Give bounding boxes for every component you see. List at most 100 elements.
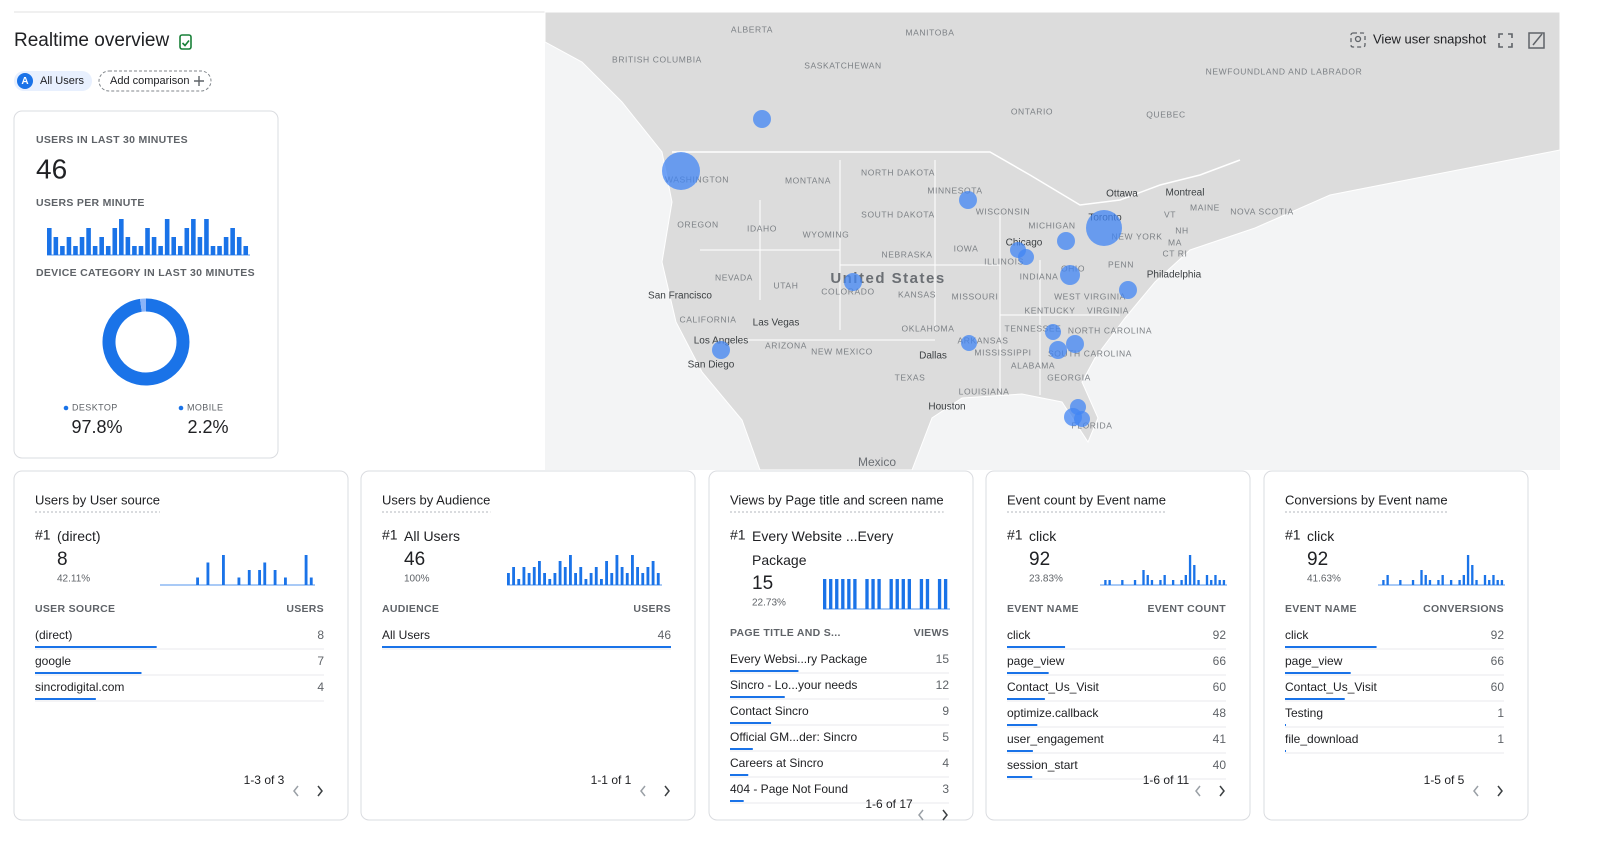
- add-comparison-chip[interactable]: [98, 70, 212, 92]
- sparkline-bar: [1133, 580, 1137, 585]
- map-label: MANITOBA: [905, 27, 954, 37]
- next-page[interactable]: [942, 809, 948, 821]
- row-name: sincrodigital.com: [35, 680, 124, 694]
- next-page[interactable]: [1219, 785, 1225, 797]
- row-name: click: [1007, 628, 1031, 642]
- sparkline-bar: [847, 579, 851, 609]
- map-label: ARKANSAS: [957, 335, 1008, 345]
- per-minute-bar: [230, 228, 235, 255]
- sparkline-bar: [641, 573, 645, 585]
- sparkline-bar: [1458, 580, 1461, 585]
- per-minute-bar: [243, 246, 249, 255]
- sparkline-bar: [517, 579, 521, 585]
- sparkline-bar: [600, 579, 603, 585]
- sparkline-bar: [1449, 580, 1453, 585]
- map-label: IDAHO: [747, 223, 777, 233]
- map-label: NEVADA: [715, 272, 753, 282]
- edit-icon-pen: [1532, 33, 1543, 46]
- top-name-box: (direct): [57, 528, 101, 544]
- view-user-snapshot[interactable]: View user snapshot: [1373, 31, 1487, 46]
- segment-name[interactable]: All Users: [40, 75, 85, 87]
- sparkline-bar: [651, 561, 655, 585]
- per-minute-bar: [86, 228, 91, 255]
- device-label: DEVICE CATEGORY IN LAST 30 MINUTES: [36, 267, 255, 279]
- top-name-box: Every Website ...Every Package: [752, 528, 893, 568]
- row-name: 404 - Page Not Found: [730, 782, 848, 796]
- row-value: 8: [317, 628, 324, 642]
- sparkline-bar: [1496, 580, 1499, 585]
- next-page[interactable]: [317, 785, 323, 797]
- map-label: KENTUCKY: [1024, 305, 1075, 315]
- add-comparison[interactable]: Add comparison: [110, 75, 190, 87]
- row-name: Careers at Sincro: [730, 756, 824, 770]
- previous-page[interactable]: [640, 785, 646, 797]
- sparkline-bar: [584, 579, 588, 585]
- sparkline-bar: [543, 573, 547, 585]
- sparkline-bar: [620, 567, 624, 585]
- row-name: page_view: [1285, 654, 1343, 668]
- map-label: UTAH: [774, 280, 799, 290]
- row-name: session_start: [1007, 758, 1078, 772]
- previous-page[interactable]: [918, 809, 924, 821]
- previous-page[interactable]: [293, 785, 299, 797]
- device-value: 97.8%: [71, 417, 122, 437]
- segment-avatar-letter: A: [21, 76, 28, 87]
- card-title: Users by Audience: [382, 492, 490, 507]
- top-rank: #1: [35, 527, 51, 543]
- row-name: user_engagement: [1007, 732, 1104, 746]
- sparkline-bar: [284, 577, 287, 585]
- sparkline-bar: [222, 555, 225, 585]
- map-bubble: [1057, 232, 1075, 250]
- next-page[interactable]: [664, 785, 670, 797]
- row-value: 46: [658, 628, 672, 642]
- sparkline-bar: [1466, 555, 1470, 585]
- map-label: NEW YORK: [1112, 231, 1163, 241]
- edit-icon[interactable]: [1528, 32, 1545, 49]
- per-minute-bar: [92, 246, 98, 255]
- top-name-box: All Users: [404, 528, 460, 544]
- per-minute-bar: [171, 237, 177, 255]
- row-value: 66: [1491, 654, 1505, 668]
- per-minute-bar: [125, 237, 131, 255]
- previous-page[interactable]: [1473, 785, 1479, 797]
- next-page[interactable]: [1497, 785, 1503, 797]
- map-bubble: [1018, 249, 1034, 265]
- map-label: MINNESOTA: [927, 185, 982, 195]
- row-bar: [1007, 750, 1033, 752]
- row-bar: [730, 696, 785, 698]
- map-label: WISCONSIN: [976, 206, 1031, 216]
- column-header: USERS: [633, 603, 671, 615]
- fullscreen-icon[interactable]: [1498, 33, 1513, 48]
- sparkline-bar: [615, 555, 619, 585]
- sparkline-bar: [646, 567, 650, 585]
- pagination: 1-6 of 11: [1143, 773, 1190, 787]
- column-header: EVENT COUNT: [1147, 603, 1226, 615]
- row-value: 12: [936, 678, 950, 692]
- device-slice: [102, 298, 190, 386]
- map-label: OREGON: [677, 219, 718, 229]
- map-bubble: [959, 191, 977, 209]
- per-minute-bar: [53, 237, 59, 255]
- sparkline-bar: [247, 570, 251, 585]
- page-title: Realtime overview: [14, 30, 169, 51]
- sparkline-bar: [925, 579, 930, 609]
- row-bar: [1285, 750, 1286, 752]
- map-label: WYOMING: [803, 229, 850, 239]
- sparkline-bar: [1441, 575, 1444, 585]
- column-header: EVENT NAME: [1285, 603, 1357, 615]
- sparkline-bar: [889, 579, 893, 609]
- segment-chip[interactable]: [14, 71, 92, 91]
- map-label: CALIFORNIA: [679, 314, 736, 324]
- per-minute-bar: [236, 237, 242, 255]
- per-minute-bar: [177, 246, 183, 255]
- sparkline-bar: [263, 562, 267, 585]
- sparkline-bar: [548, 579, 552, 585]
- map-label: ONTARIO: [1011, 106, 1053, 116]
- map-bubble: [1066, 335, 1084, 353]
- per-minute-bar: [197, 237, 203, 255]
- map-bubble: [961, 335, 977, 351]
- row-bar: [35, 646, 157, 648]
- map-label: NEW MEXICO: [811, 346, 873, 356]
- previous-page[interactable]: [1195, 785, 1201, 797]
- row-value: 1: [1497, 732, 1504, 746]
